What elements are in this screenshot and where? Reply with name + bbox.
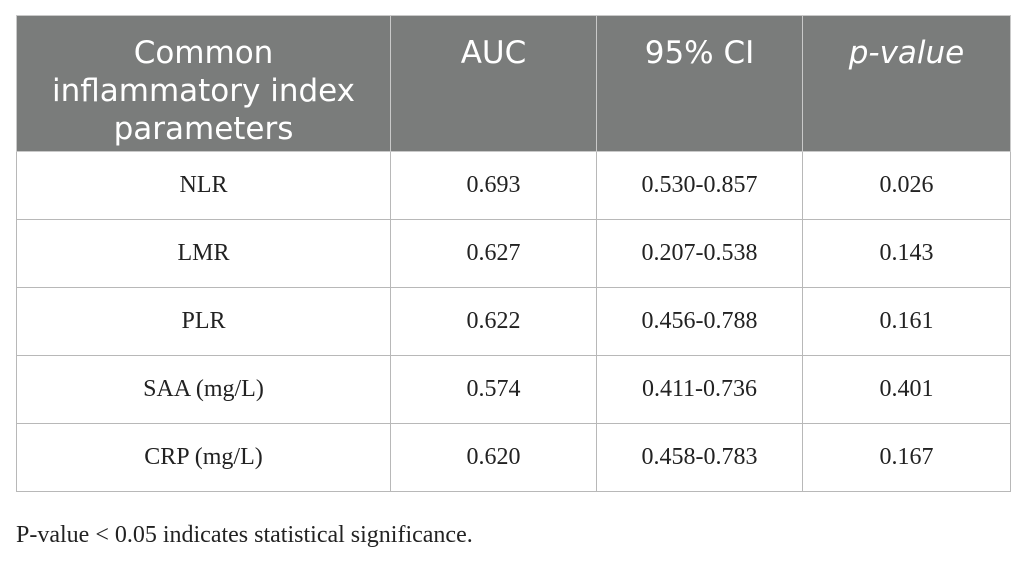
- cell-auc: 0.693: [390, 151, 597, 220]
- table-row: CRP (mg/L) 0.620 0.458-0.783 0.167: [16, 423, 1011, 492]
- cell-ci: 0.458-0.783: [596, 423, 803, 492]
- cell-parameter: LMR: [16, 219, 391, 288]
- cell-parameter: PLR: [16, 287, 391, 356]
- data-table-container: Common inflammatory index parameters AUC…: [16, 15, 1011, 492]
- cell-p-value: 0.143: [802, 219, 1011, 288]
- cell-parameter: SAA (mg/L): [16, 355, 391, 424]
- cell-parameter: NLR: [16, 151, 391, 220]
- cell-auc: 0.574: [390, 355, 597, 424]
- table-header: Common inflammatory index parameters AUC…: [16, 15, 1011, 152]
- cell-ci: 0.456-0.788: [596, 287, 803, 356]
- cell-parameter: CRP (mg/L): [16, 423, 391, 492]
- header-auc: AUC: [390, 15, 597, 152]
- table-row: LMR 0.627 0.207-0.538 0.143: [16, 219, 1011, 288]
- cell-p-value: 0.167: [802, 423, 1011, 492]
- header-row: Common inflammatory index parameters AUC…: [16, 15, 1011, 152]
- cell-auc: 0.622: [390, 287, 597, 356]
- cell-ci: 0.207-0.538: [596, 219, 803, 288]
- cell-auc: 0.627: [390, 219, 597, 288]
- table-row: NLR 0.693 0.530-0.857 0.026: [16, 151, 1011, 220]
- cell-p-value: 0.401: [802, 355, 1011, 424]
- table-body: NLR 0.693 0.530-0.857 0.026 LMR 0.627 0.…: [16, 151, 1011, 492]
- cell-ci: 0.530-0.857: [596, 151, 803, 220]
- header-p-value: p-value: [802, 15, 1011, 152]
- table-row: SAA (mg/L) 0.574 0.411-0.736 0.401: [16, 355, 1011, 424]
- table-row: PLR 0.622 0.456-0.788 0.161: [16, 287, 1011, 356]
- cell-p-value: 0.161: [802, 287, 1011, 356]
- header-parameters: Common inflammatory index parameters: [16, 15, 391, 152]
- table-footnote: P-value < 0.05 indicates statistical sig…: [16, 522, 473, 548]
- inflammatory-index-table: Common inflammatory index parameters AUC…: [16, 15, 1011, 492]
- cell-ci: 0.411-0.736: [596, 355, 803, 424]
- cell-p-value: 0.026: [802, 151, 1011, 220]
- header-ci: 95% CI: [596, 15, 803, 152]
- cell-auc: 0.620: [390, 423, 597, 492]
